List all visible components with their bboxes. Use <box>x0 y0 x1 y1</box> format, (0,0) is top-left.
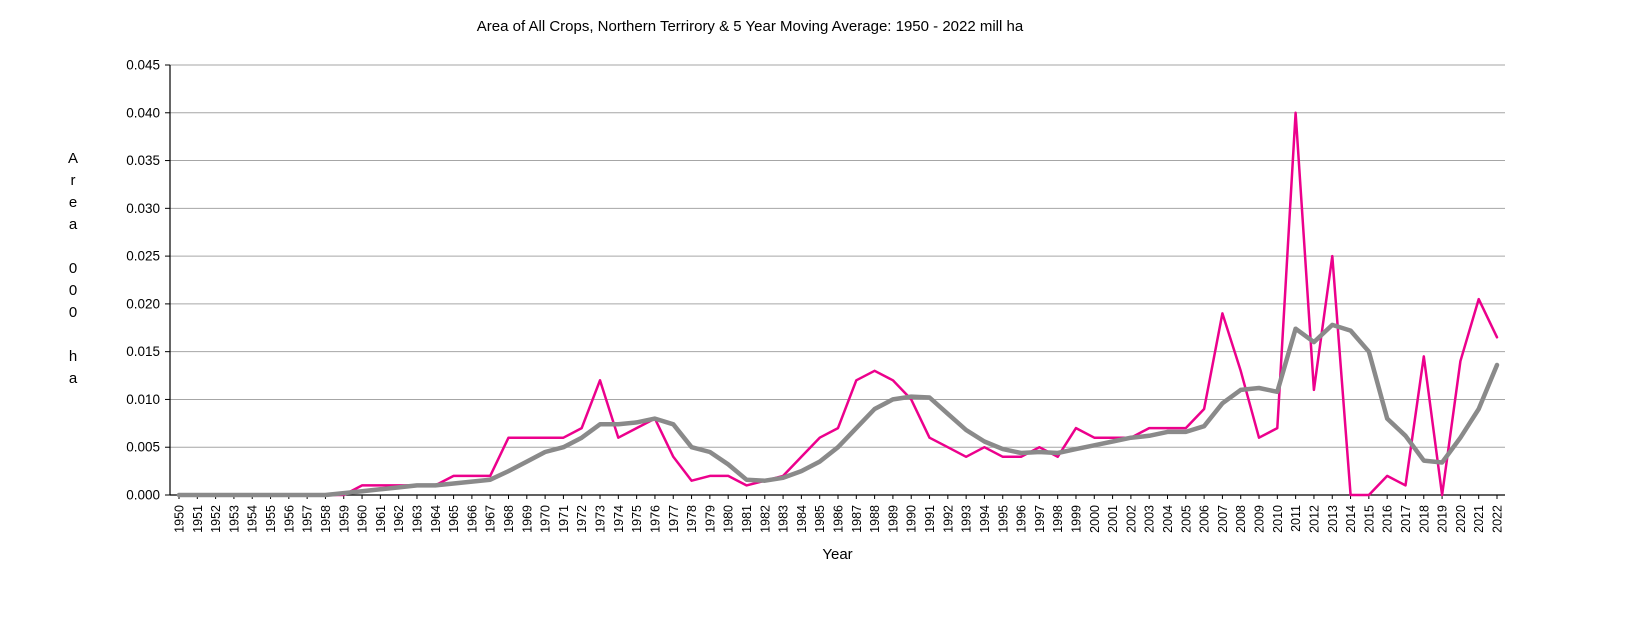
x-tick-label: 1960 <box>356 505 370 533</box>
x-tick-label: 2019 <box>1436 505 1450 533</box>
x-tick-label: 1997 <box>1033 505 1047 533</box>
x-tick-label: 1971 <box>557 505 571 533</box>
x-tick-label: 2011 <box>1289 505 1303 532</box>
y-tick-label: 0.030 <box>126 201 160 216</box>
x-tick-label: 1959 <box>337 505 351 533</box>
x-tick-label: 1966 <box>465 505 479 533</box>
x-tick-label: 1963 <box>410 505 424 533</box>
x-tick-label: 1982 <box>758 505 772 533</box>
x-tick-label: 1998 <box>1051 505 1065 533</box>
x-tick-label: 2014 <box>1344 505 1358 533</box>
x-tick-label: 1974 <box>612 505 626 533</box>
y-tick-label: 0.045 <box>126 58 160 73</box>
x-tick-label: 1980 <box>722 505 736 533</box>
x-tick-label: 1952 <box>209 505 223 533</box>
x-tick-label: 1965 <box>447 505 461 533</box>
x-tick-label: 2017 <box>1399 505 1413 533</box>
x-tick-label: 1969 <box>520 505 534 533</box>
x-tick-label: 1970 <box>539 505 553 533</box>
x-tick-label: 2009 <box>1253 505 1267 533</box>
x-tick-label: 2004 <box>1161 505 1175 533</box>
series-moving-average-line <box>176 322 1500 498</box>
x-tick-label: 1954 <box>246 505 260 533</box>
x-tick-label: 1991 <box>923 505 937 533</box>
chart-title: Area of All Crops, Northern Terrirory & … <box>476 18 1024 35</box>
x-tick-label: 1996 <box>1015 505 1029 533</box>
x-tick-label: 1961 <box>374 505 388 533</box>
x-tick-label: 1950 <box>173 505 187 533</box>
y-tick-label: 0.005 <box>126 440 160 455</box>
x-tick-label: 2003 <box>1143 505 1157 533</box>
x-tick-label: 2007 <box>1216 505 1230 533</box>
y-tick-label: 0.015 <box>126 344 160 359</box>
y-tick-label: 0.020 <box>126 296 160 311</box>
y-tick-label: 0.010 <box>126 392 160 407</box>
x-tick-label: 1983 <box>777 505 791 533</box>
x-tick-label: 2021 <box>1472 505 1486 533</box>
x-tick-label: 2002 <box>1124 505 1138 533</box>
x-tick-label: 1962 <box>392 505 406 533</box>
x-tick-label: 1957 <box>301 505 315 533</box>
x-tick-label: 1986 <box>832 505 846 533</box>
x-tick-label: 2016 <box>1381 505 1395 533</box>
x-tick-label: 1951 <box>191 505 205 533</box>
x-tick-label: 2006 <box>1198 505 1212 533</box>
x-tick-label: 1988 <box>868 505 882 533</box>
y-axis-label: A r e a 0 0 0 h a <box>67 150 78 387</box>
x-tick-label: 1985 <box>813 505 827 533</box>
y-tick-label: 0.040 <box>126 105 160 120</box>
x-tick-label: 1977 <box>667 505 681 533</box>
x-tick-label: 2008 <box>1234 505 1248 533</box>
x-tick-label: 1972 <box>575 505 589 533</box>
x-tick-label: 1953 <box>227 505 241 533</box>
x-tick-label: 1999 <box>1069 505 1083 533</box>
x-tick-label: 1975 <box>630 505 644 533</box>
x-tick-label: 1994 <box>978 505 992 533</box>
x-tick-label: 1973 <box>594 505 608 533</box>
x-tick-label: 2022 <box>1491 505 1505 533</box>
x-tick-label: 1981 <box>740 505 754 533</box>
x-tick-label: 1987 <box>850 505 864 533</box>
x-tick-label: 1956 <box>282 505 296 533</box>
y-tick-label: 0.000 <box>126 488 160 503</box>
x-tick-label: 1989 <box>886 505 900 533</box>
x-tick-label: 1958 <box>319 505 333 533</box>
x-tick-label: 1978 <box>685 505 699 533</box>
x-axis-label: Year <box>822 546 853 563</box>
x-tick-label: 2001 <box>1106 505 1120 533</box>
x-tick-label: 2012 <box>1307 505 1321 533</box>
x-tick-label: 2015 <box>1362 505 1376 533</box>
x-tick-label: 2013 <box>1326 505 1340 533</box>
x-tick-label: 1990 <box>905 505 919 533</box>
x-tick-label: 1964 <box>429 505 443 533</box>
x-tick-label: 1967 <box>484 505 498 533</box>
x-tick-label: 1968 <box>502 505 516 533</box>
x-tick-label: 1955 <box>264 505 278 533</box>
x-tick-label: 1995 <box>996 505 1010 533</box>
x-tick-label: 1992 <box>941 505 955 533</box>
x-tick-label: 2010 <box>1271 505 1285 533</box>
x-tick-label: 2018 <box>1417 505 1431 533</box>
x-tick-label: 2020 <box>1454 505 1468 533</box>
x-tick-label: 1984 <box>795 505 809 533</box>
x-tick-label: 2005 <box>1179 505 1193 533</box>
x-tick-label: 1993 <box>960 505 974 533</box>
x-tick-label: 1979 <box>703 505 717 533</box>
x-tick-label: 1976 <box>648 505 662 533</box>
y-tick-label: 0.025 <box>126 249 160 264</box>
y-tick-label: 0.035 <box>126 153 160 168</box>
x-tick-label: 2000 <box>1088 505 1102 533</box>
